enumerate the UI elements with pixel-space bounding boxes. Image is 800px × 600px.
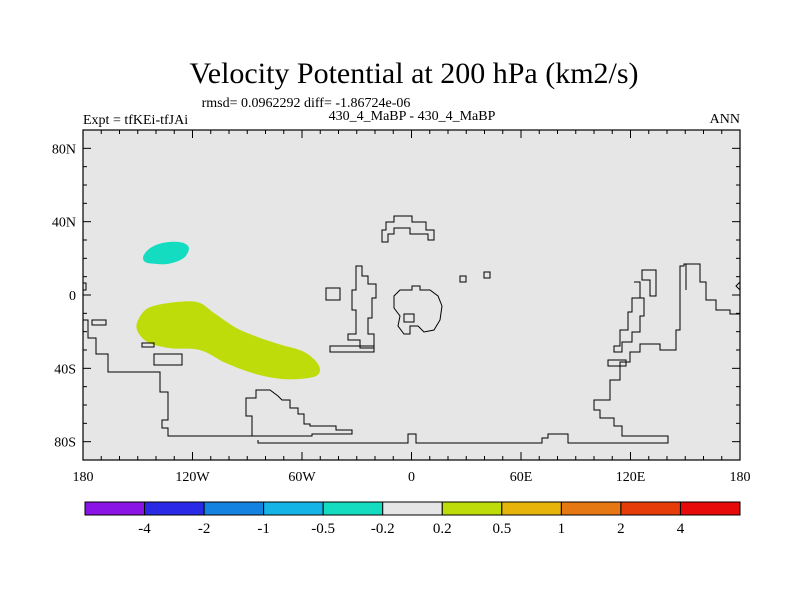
colorbar-label: 0.2 xyxy=(433,521,452,537)
coastline-segment xyxy=(735,281,741,291)
coastline-segment xyxy=(153,353,183,366)
colorbar-label: -1 xyxy=(257,521,270,537)
coastline-segment xyxy=(403,313,415,323)
map-background xyxy=(83,130,740,460)
coastline-segment xyxy=(257,263,740,444)
y-tick-label: 40N xyxy=(52,216,76,231)
season-label: ANN xyxy=(710,112,740,127)
colorbar-label: 1 xyxy=(558,521,566,537)
case-label: 430_4_MaBP - 430_4_MaBP xyxy=(329,109,496,124)
colorbar-swatch xyxy=(679,501,741,516)
colorbar-swatch xyxy=(263,501,324,516)
colorbar: -4 -2 -1 -0.5 -0.2 0.2 0.5 1 2 4 xyxy=(84,501,741,537)
coastline-segment xyxy=(483,271,491,279)
coastline-segment xyxy=(459,275,467,283)
map-panel: 180 120W 60W 0 60E 120E 180 80N 40N 0 40S 80S xyxy=(52,129,751,485)
colorbar-swatch xyxy=(322,501,384,516)
x-tick-label: 60E xyxy=(510,470,533,485)
colorbar-label: -2 xyxy=(198,521,211,537)
colorbar-swatch xyxy=(441,501,503,516)
y-tick-label: 0 xyxy=(69,289,76,304)
colorbar-swatch xyxy=(382,501,443,516)
coastlines xyxy=(83,215,741,444)
colorbar-label: -0.2 xyxy=(371,521,395,537)
contour-region-1 xyxy=(136,301,320,380)
colorbar-swatch xyxy=(84,501,146,516)
x-tick-label: 120E xyxy=(616,470,646,485)
x-tick-label: 60W xyxy=(288,470,316,485)
axis-tick-labels: 180 120W 60W 0 60E 120E 180 80N 40N 0 40S 80S xyxy=(52,142,751,485)
coastline-segment xyxy=(381,215,435,243)
x-tick-label: 180 xyxy=(730,470,751,485)
y-tick-label: 40S xyxy=(54,362,76,377)
coastline-segment xyxy=(325,287,341,301)
colorbar-label: 2 xyxy=(617,521,625,537)
coastline-segment xyxy=(607,359,627,367)
experiment-label: Expt = tfKEi-tfJAi xyxy=(83,113,188,128)
colorbar-swatch xyxy=(501,501,562,516)
x-tick-label: 180 xyxy=(73,470,94,485)
coastline-segment xyxy=(347,265,377,349)
colorbar-swatch xyxy=(144,501,205,516)
colorbar-swatch xyxy=(203,501,265,516)
colorbar-label: -4 xyxy=(138,521,151,537)
colorbar-label: 0.5 xyxy=(492,521,511,537)
coastline-segment xyxy=(83,319,353,437)
coastline-segment xyxy=(91,319,107,326)
colorbar-label: 4 xyxy=(677,521,685,537)
stats-text: rmsd= 0.0962292 diff= -1.86724e-06 xyxy=(202,96,411,111)
contour-region-0 xyxy=(142,241,189,265)
chart-title: Velocity Potential at 200 hPa (km2/s) xyxy=(189,57,638,90)
axis-ticks xyxy=(82,129,741,461)
coastline-segment xyxy=(641,269,657,297)
coastline-segment xyxy=(393,285,443,335)
coastline-segment xyxy=(329,345,375,353)
x-tick-label: 0 xyxy=(408,470,415,485)
x-tick-label: 120W xyxy=(175,470,210,485)
colorbar-swatch xyxy=(560,501,622,516)
coastline-segment xyxy=(83,282,87,291)
contour-regions xyxy=(136,241,320,380)
coastline-segment xyxy=(141,342,155,348)
y-tick-label: 80N xyxy=(52,142,76,157)
colorbar-swatch xyxy=(620,501,681,516)
y-tick-label: 80S xyxy=(54,436,76,451)
coastline-segment xyxy=(613,281,645,353)
colorbar-label: -0.5 xyxy=(311,521,335,537)
